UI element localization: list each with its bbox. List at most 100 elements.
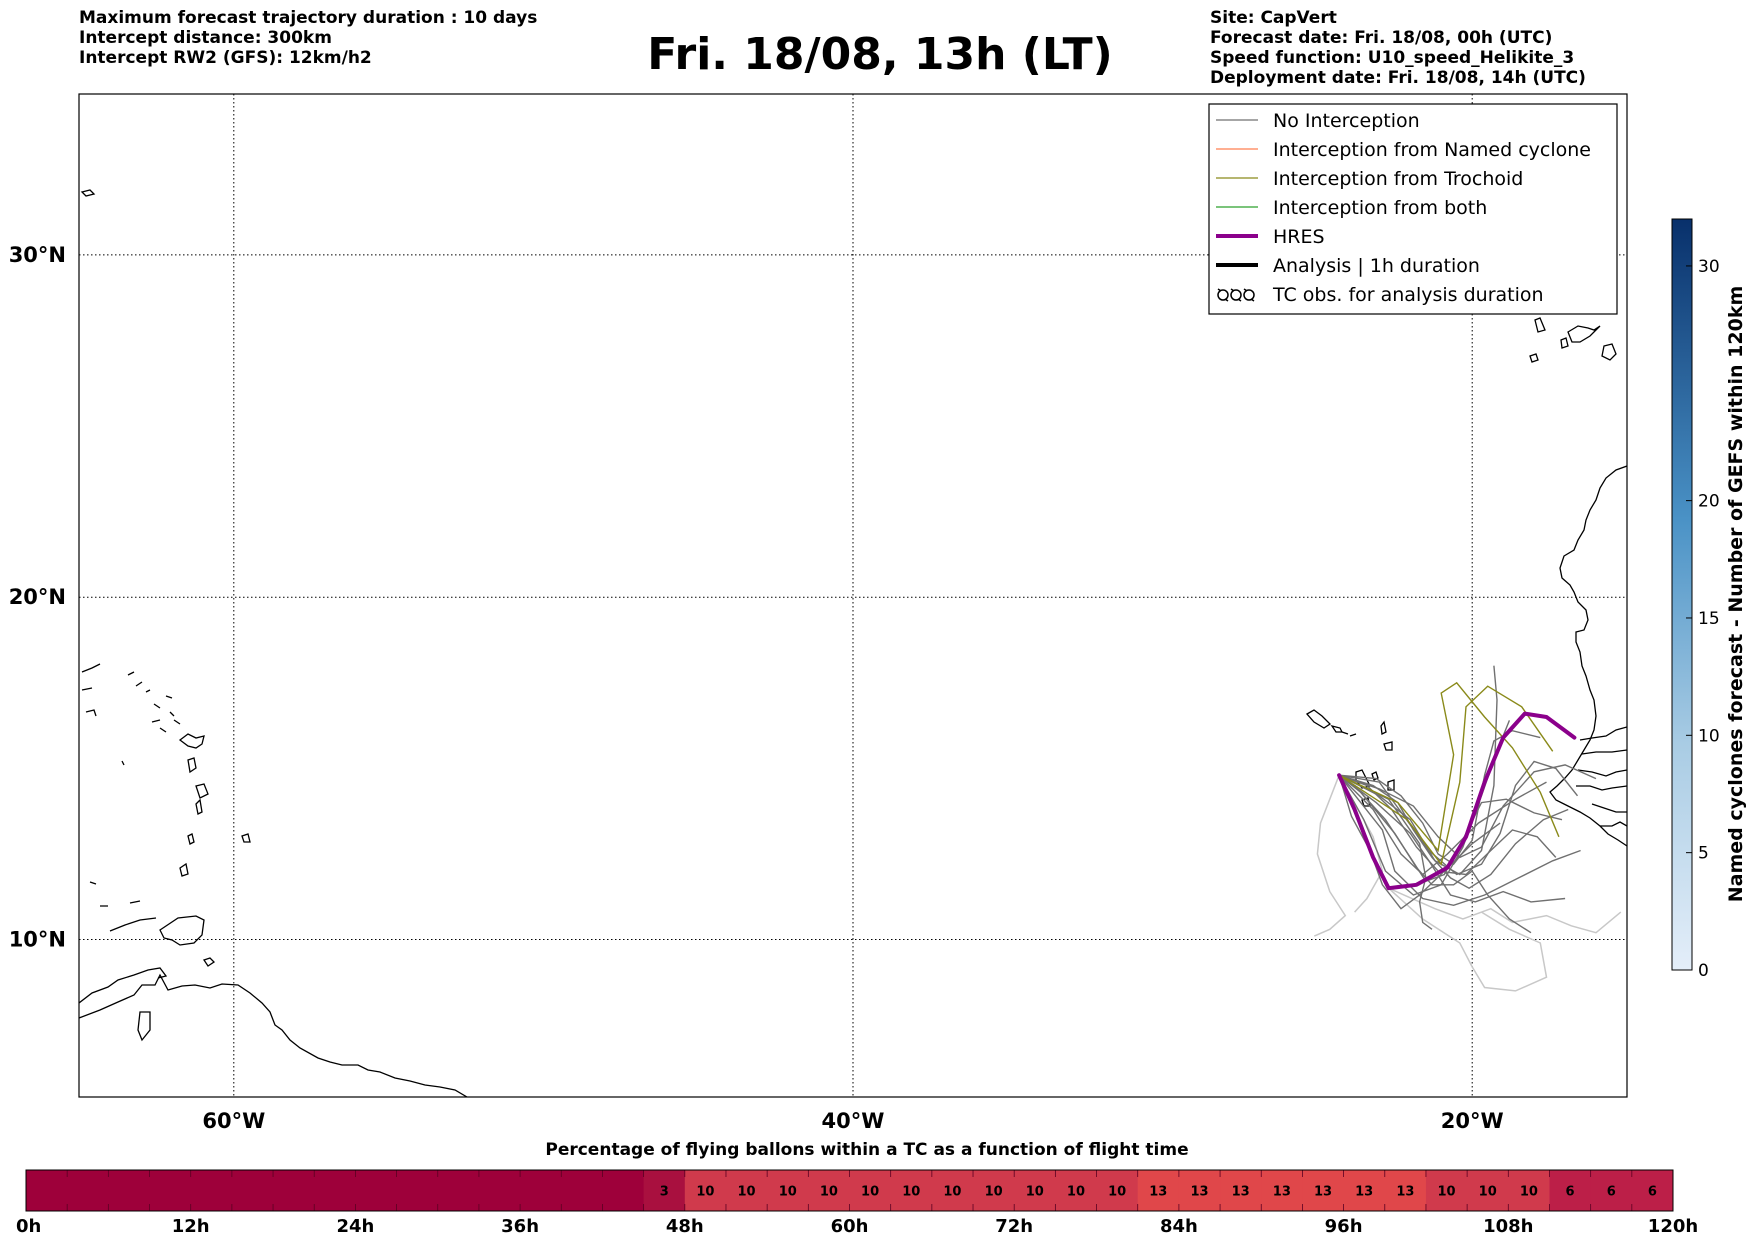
colorbar: 0 5 10 15 20 30 Named cyclones forecast - Num… — [1671, 218, 1747, 981]
legend-label: HRES — [1273, 226, 1325, 248]
timebar-tick-label: 48h — [666, 1216, 704, 1237]
timebar-tick-label: 120h — [1648, 1216, 1698, 1237]
timebar-cell — [1590, 1170, 1633, 1211]
timebar-cell-label: 10 — [779, 1185, 797, 1200]
timebar-cell-label: 6 — [1566, 1185, 1575, 1200]
timebar-cell — [1549, 1170, 1592, 1211]
timebar-cell — [190, 1170, 233, 1211]
trochoid-trajectory — [1338, 685, 1554, 866]
timebar-cell — [26, 1170, 68, 1211]
header-info-left: Maximum forecast trajectory duration : 1… — [79, 8, 537, 68]
intercept-rw2-text: Intercept RW2 (GFS): 12km/h2 — [79, 48, 372, 68]
timebar-tick-label: 36h — [501, 1216, 539, 1237]
colorbar-gradient — [1671, 218, 1693, 971]
no-interception-trajectory — [1338, 764, 1597, 859]
timebar-cell-label: 6 — [1648, 1185, 1657, 1200]
timebar-title: Percentage of flying ballons within a TC… — [545, 1140, 1188, 1160]
timebar: Percentage of flying ballons within a TC… — [16, 1140, 1698, 1237]
coastline-margarita — [137, 1011, 151, 1042]
deployment-date-text: Deployment date: Fri. 18/08, 14h (UTC) — [1210, 68, 1586, 88]
timebar-cell — [890, 1170, 933, 1211]
timebar-cell — [1343, 1170, 1386, 1211]
timebar-cell-label: 10 — [1108, 1185, 1126, 1200]
timebar-frame — [25, 1169, 1674, 1212]
early-trajectory — [1313, 774, 1347, 937]
timebar-tick-label: 84h — [1160, 1216, 1198, 1237]
colorbar-tick-label: 30 — [1698, 257, 1720, 277]
coastline-paria — [109, 917, 157, 932]
coastlines — [79, 189, 1627, 1097]
legend-label: TC obs. for analysis duration — [1272, 284, 1544, 306]
timebar-cell — [1055, 1170, 1098, 1211]
timebar-cell — [108, 1170, 151, 1211]
no-interception-trajectory — [1338, 760, 1579, 876]
timebar-cell — [767, 1170, 809, 1211]
coastline-small-islands — [85, 709, 141, 907]
timebar-cell-label: 6 — [1607, 1185, 1616, 1200]
timebar-cell-label: 10 — [985, 1185, 1003, 1200]
coastline-senegal-gambia — [1576, 726, 1627, 827]
no-interception-trajectory — [1339, 729, 1541, 866]
page-title: Fri. 18/08, 13h (LT) — [647, 29, 1113, 80]
no-interception-trajectory — [1338, 774, 1569, 890]
colorbar-tick-label: 0 — [1698, 961, 1709, 981]
no-interception-trajectory — [1338, 774, 1532, 934]
coastline-cape-verde-north — [1305, 709, 1393, 751]
timebar-tick-label: 96h — [1325, 1216, 1363, 1237]
timebar-cell-label: 13 — [1232, 1185, 1250, 1200]
timebar-cell-label: 10 — [1437, 1185, 1455, 1200]
coastline-grenada — [179, 862, 189, 877]
timebar-tick-label: 12h — [172, 1216, 210, 1237]
timebar-cell-label: 13 — [1273, 1185, 1291, 1200]
timebar-cell-label: 10 — [943, 1185, 961, 1200]
coastline-tobago — [202, 957, 216, 967]
no-interception-trajectory — [1338, 774, 1557, 876]
coastline-venezuela-gulf — [79, 967, 168, 1004]
timebar-cell — [1096, 1170, 1139, 1211]
lat-tick-label: 10°N — [9, 928, 66, 952]
colorbar-label: Named cyclones forecast - Number of GEFS… — [1725, 286, 1747, 903]
timebar-cell — [231, 1170, 274, 1211]
legend-label: Interception from both — [1273, 197, 1487, 219]
timebar-cell — [1425, 1170, 1468, 1211]
timebar-tick-label: 0h — [16, 1216, 41, 1237]
timebar-cell — [725, 1170, 768, 1211]
trajectory-duration-text: Maximum forecast trajectory duration : 1… — [79, 8, 538, 28]
timebar-tick-label: 108h — [1483, 1216, 1533, 1237]
timebar-cell-label: 10 — [861, 1185, 879, 1200]
timebar-cell-label: 10 — [820, 1185, 838, 1200]
graticule — [79, 94, 1627, 1097]
coastline-st-vincent — [187, 833, 195, 845]
timebar-cell — [1261, 1170, 1303, 1211]
hres-track — [1337, 711, 1577, 891]
timebar-cell — [1631, 1170, 1674, 1211]
early-trajectory — [1388, 887, 1622, 934]
timebar-cell — [396, 1170, 439, 1211]
legend-label: Interception from Named cyclone — [1273, 139, 1591, 161]
early-trajectories — [1313, 774, 1622, 992]
timebar-cell — [684, 1170, 727, 1211]
timebar-cell — [808, 1170, 850, 1211]
timebar-cell — [273, 1170, 315, 1211]
timebar-cell — [973, 1170, 1015, 1211]
no-interception-trajectory — [1338, 774, 1581, 907]
timebar-tick-label: 72h — [995, 1216, 1033, 1237]
lat-tick-label: 20°N — [9, 585, 66, 609]
lon-tick-label: 60°W — [202, 1109, 265, 1133]
no-interception-trajectory — [1338, 774, 1563, 883]
timebar-cell — [849, 1170, 892, 1211]
colorbar-tick-label: 10 — [1698, 726, 1720, 746]
timebar-cell — [355, 1170, 398, 1211]
timebar-cell — [1508, 1170, 1550, 1211]
timebar-cell — [931, 1170, 974, 1211]
map-tick-labels: 60°W 40°W 20°W 10°N 20°N 30°N — [9, 243, 1504, 1133]
timebar-cell-label: 13 — [1396, 1185, 1414, 1200]
lat-tick-label: 30°N — [9, 243, 66, 267]
timebar-cell-label: 3 — [660, 1185, 669, 1200]
timebar-cell-label: 10 — [1026, 1185, 1044, 1200]
timebar-cell-label: 10 — [696, 1185, 714, 1200]
timebar-cell — [1178, 1170, 1221, 1211]
timebar-tick-label: 24h — [336, 1216, 374, 1237]
timebar-cell — [149, 1170, 192, 1211]
